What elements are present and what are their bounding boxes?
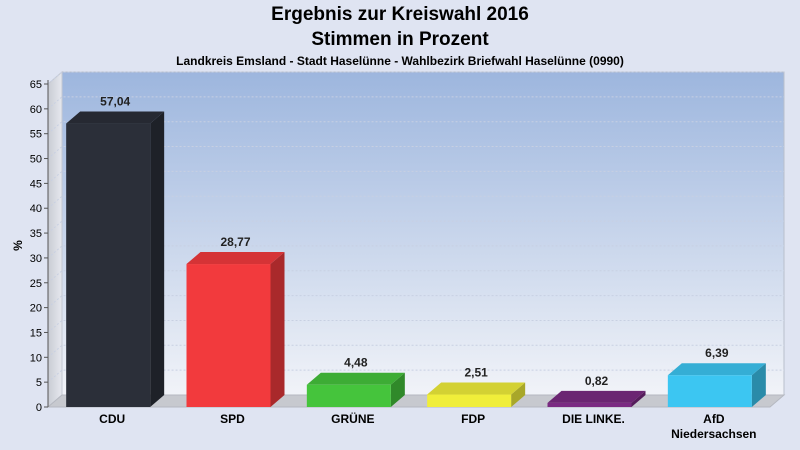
data-label: 4,48 <box>344 356 368 370</box>
bar-3 <box>427 382 526 407</box>
bar-side <box>390 372 405 407</box>
data-label: 6,39 <box>705 346 729 360</box>
bar-top <box>667 363 766 376</box>
bar-front <box>66 123 151 407</box>
x-tick-label: AfD Niedersachsen <box>671 412 756 441</box>
y-tick-label: 60 <box>30 104 42 116</box>
bar-front <box>186 264 271 407</box>
y-tick-label: 40 <box>30 203 42 215</box>
bar-top <box>547 390 646 403</box>
bar-top <box>306 372 405 385</box>
data-label: 57,04 <box>100 95 130 109</box>
bar-side <box>270 252 285 407</box>
bar-1 <box>186 252 285 407</box>
x-tick-label: FDP <box>461 412 485 426</box>
bar-top <box>186 252 285 265</box>
chart-title: Ergebnis zur Kreiswahl 2016 <box>271 4 529 25</box>
y-tick-label: 10 <box>30 352 42 364</box>
chart-subtitle-line: Stimmen in Prozent <box>311 29 489 50</box>
bar-top <box>66 111 165 124</box>
bar-front <box>547 402 632 407</box>
x-tick-label: SPD <box>220 412 245 426</box>
y-tick-label: 45 <box>30 178 42 190</box>
plot-side-wall <box>47 70 63 409</box>
bar-front <box>306 384 391 407</box>
bar-5 <box>667 363 766 407</box>
y-tick-label: 35 <box>30 228 42 240</box>
y-tick-label: 55 <box>30 129 42 141</box>
y-tick-label: 30 <box>30 253 42 265</box>
y-tick-label: 25 <box>30 278 42 290</box>
x-tick-label: GRÜNE <box>331 411 374 426</box>
bar-side <box>631 390 646 407</box>
x-tick-label: CDU <box>99 412 125 426</box>
bar-side <box>511 382 526 407</box>
plot-back-wall <box>61 71 785 396</box>
chart-subtitle: Landkreis Emsland - Stadt Haselünne - Wa… <box>176 54 624 68</box>
bar-top <box>427 382 526 395</box>
y-tick-label: 15 <box>30 327 42 339</box>
y-tick-label: 5 <box>36 377 42 389</box>
x-tick-label: DIE LINKE. <box>562 412 625 426</box>
bar-4 <box>547 390 646 407</box>
y-tick-label: 20 <box>30 303 42 315</box>
data-label: 0,82 <box>585 374 609 388</box>
y-tick-label: 50 <box>30 154 42 166</box>
data-label: 28,77 <box>220 235 250 249</box>
bar-side <box>751 363 766 407</box>
bar-front <box>667 375 752 407</box>
bar-2 <box>306 372 405 407</box>
y-axis-label: % <box>11 240 25 251</box>
y-tick-label: 65 <box>30 79 42 91</box>
bar-side <box>150 111 165 407</box>
bar-0 <box>66 111 165 407</box>
y-tick-label: 0 <box>36 402 42 414</box>
data-label: 2,51 <box>464 366 488 380</box>
bar-front <box>427 394 512 407</box>
